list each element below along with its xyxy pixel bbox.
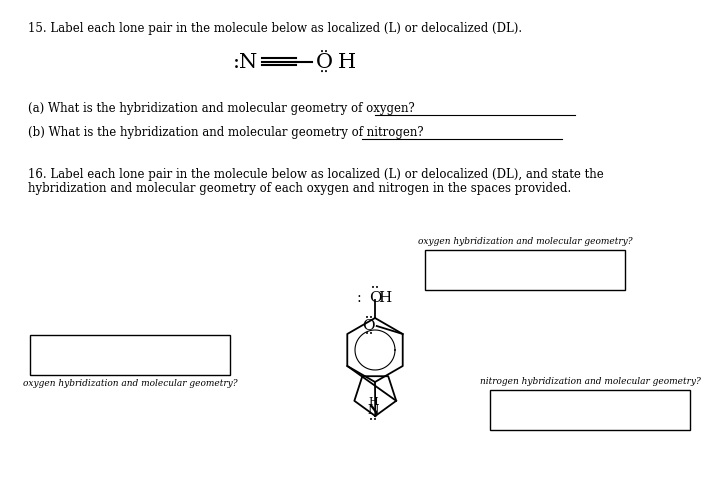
- Text: 15. Label each lone pair in the molecule below as localized (L) or delocalized (: 15. Label each lone pair in the molecule…: [28, 22, 522, 35]
- Text: H: H: [369, 397, 378, 407]
- Bar: [30, 335, 230, 375]
- Text: ••: ••: [365, 315, 373, 321]
- Bar: [490, 390, 690, 430]
- Text: ••: ••: [369, 417, 377, 423]
- Text: ••: ••: [371, 285, 379, 291]
- Text: hybridization and molecular geometry of each oxygen and nitrogen in the spaces p: hybridization and molecular geometry of …: [28, 182, 571, 195]
- Text: :: :: [356, 291, 361, 305]
- Text: ••: ••: [365, 331, 373, 337]
- Text: nitrogen hybridization and molecular geometry?: nitrogen hybridization and molecular geo…: [480, 377, 701, 386]
- Text: (b) What is the hybridization and molecular geometry of nitrogen?: (b) What is the hybridization and molecu…: [28, 126, 423, 139]
- Text: O: O: [369, 291, 382, 305]
- Text: oxygen hybridization and molecular geometry?: oxygen hybridization and molecular geome…: [418, 237, 632, 246]
- Text: (a) What is the hybridization and molecular geometry of oxygen?: (a) What is the hybridization and molecu…: [28, 102, 415, 115]
- Text: ••: ••: [320, 48, 328, 56]
- Text: ••: ••: [320, 68, 328, 76]
- Text: oxygen hybridization and molecular geometry?: oxygen hybridization and molecular geome…: [23, 379, 238, 388]
- Text: :N: :N: [233, 52, 258, 71]
- Bar: [425, 250, 625, 290]
- Text: O: O: [315, 52, 333, 71]
- Text: N: N: [368, 403, 379, 417]
- Text: H: H: [379, 291, 392, 305]
- Text: 16. Label each lone pair in the molecule below as localized (L) or delocalized (: 16. Label each lone pair in the molecule…: [28, 168, 604, 181]
- Text: O: O: [362, 319, 374, 333]
- Text: H: H: [338, 52, 356, 71]
